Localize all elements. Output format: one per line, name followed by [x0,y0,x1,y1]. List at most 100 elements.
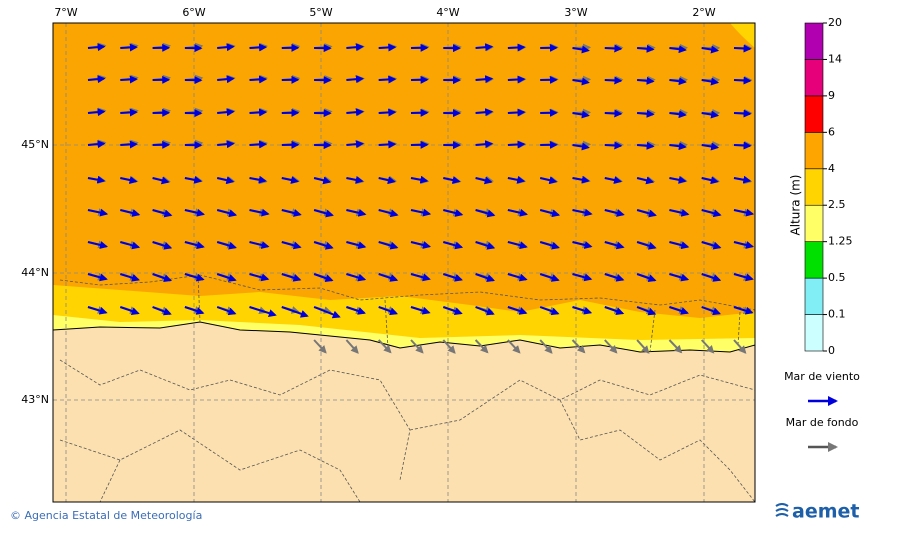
graticule [53,23,755,502]
swell-arrow [604,339,618,354]
wind-sea-arrow [216,306,237,316]
sea-moderate [730,23,755,48]
wind-sea-arrow [87,75,106,84]
wind-sea-arrow [120,43,138,52]
wind-sea-arrow [120,140,138,149]
wind-sea-arrow [604,109,623,118]
colorbar-segment [804,132,824,170]
wind-sea-arrow [507,140,526,149]
wind-sea-arrow [507,75,526,84]
wind-sea-arrow [733,109,752,118]
wind-sea-arrow [442,273,463,282]
wind-sea-arrow [313,241,334,250]
wind-sea-arrow [572,110,590,119]
wind-sea-arrow [733,76,752,85]
wind-sea-arrow [313,273,334,282]
wind-sea-arrow [572,273,593,282]
wind-sea-arrow [184,175,203,184]
wind-sea-arrow [119,306,140,315]
colorbar-segment [804,59,824,97]
wind-sea-arrow [604,273,625,282]
wind-sea-arrow [669,208,690,217]
wind-sea-arrow [346,140,364,149]
lon-label: 4°W [436,6,459,19]
wind-sea-arrow [120,75,138,84]
wind-sea-arrow [604,141,623,150]
wind-sea-arrow [378,43,397,52]
wind-sea-arrow [572,77,590,86]
wind-sea-arrow [733,44,752,53]
wind-sea-arrow [87,140,106,149]
legend-label: Mar de fondo [786,416,859,429]
boundary [59,359,755,502]
wind-sea-arrow [120,209,141,217]
wind-sea-arrow [346,273,367,282]
wind-sea-arrow [87,208,109,217]
wind-sea-arrow [539,306,560,316]
wind-sea-arrow [539,241,560,250]
wind-sea-arrow [733,241,755,249]
wind-sea-arrow [410,306,431,315]
wind-sea-arrow [701,176,719,185]
wind-sea-arrow [475,209,496,218]
wind-sea-arrow [733,141,752,150]
wind-sea-arrow [604,44,623,53]
wind-sea-arrow [217,75,235,84]
wind-sea-arrow [313,209,334,218]
wind-sea-arrow [701,273,722,282]
wind-sea-arrow [442,306,463,315]
colorbar-segment [804,241,824,279]
colorbar-tick-label: 4 [828,162,835,175]
wind-sea-arrow [669,306,689,315]
wind-sea-arrow [87,241,109,249]
colorbar-tick-label: 6 [828,125,835,138]
wind-sea-arrow [87,175,106,184]
wind-sea-arrow [378,176,396,185]
wind-sea-arrow [249,273,270,282]
wind-sea-arrow [249,140,268,149]
wind-sea-arrow [669,142,687,151]
colorbar-tick-label: 1.25 [828,235,853,248]
wind-sea-arrow [475,176,493,185]
wind-sea-arrow [281,209,302,217]
wind-sea-arrow [120,108,138,117]
wind-sea-arrow [507,306,528,315]
wind-sea-arrow [281,176,300,184]
wind-sea-arrow [733,273,754,282]
colorbar-tick-label: 20 [828,16,842,29]
wind-sea-arrow [507,273,528,282]
wind-sea-arrow [572,45,590,54]
wind-sea-arrow [410,273,431,282]
wind-sea-arrow [313,176,332,185]
wind-sea-arrow [249,75,268,84]
colorbar-title: Altura (m) [789,174,803,235]
colorbar: 0 0.1 0.5 1.25 2.5 4 6 9 14 20 [804,16,853,357]
wind-sea-arrow [701,77,720,86]
wind-sea-arrow [443,241,464,250]
wind-sea-arrow [539,176,558,185]
swell-arrow [636,339,650,354]
wind-sea-arrow [475,140,494,149]
wind-sea-arrow [701,241,722,250]
wind-sea-arrow [313,306,341,319]
wind-sea-arrow [604,209,625,217]
wind-sea-arrow [701,209,722,218]
swell-arrow [507,339,521,354]
swell-arrow [442,339,456,354]
swell-arrow [474,339,489,354]
wind-sea-arrow [637,76,655,85]
wind-sea-arrow [378,273,399,282]
wind-sea-arrow [249,306,277,317]
wind-sea-arrow [378,209,399,218]
wind-sea-arrow [604,306,625,315]
wind-sea-arrow [669,175,687,184]
swell-arrow [700,339,715,354]
wind-sea-arrow [443,209,464,217]
wind-sea-arrow [572,208,593,217]
swell-arrow [410,339,424,354]
wind-sea-arrow [669,273,690,282]
wind-sea-arrow [733,306,754,315]
wind-sea-arrow [346,43,364,52]
wind-sea-arrow [217,43,235,52]
wind-sea-arrow [152,241,173,250]
